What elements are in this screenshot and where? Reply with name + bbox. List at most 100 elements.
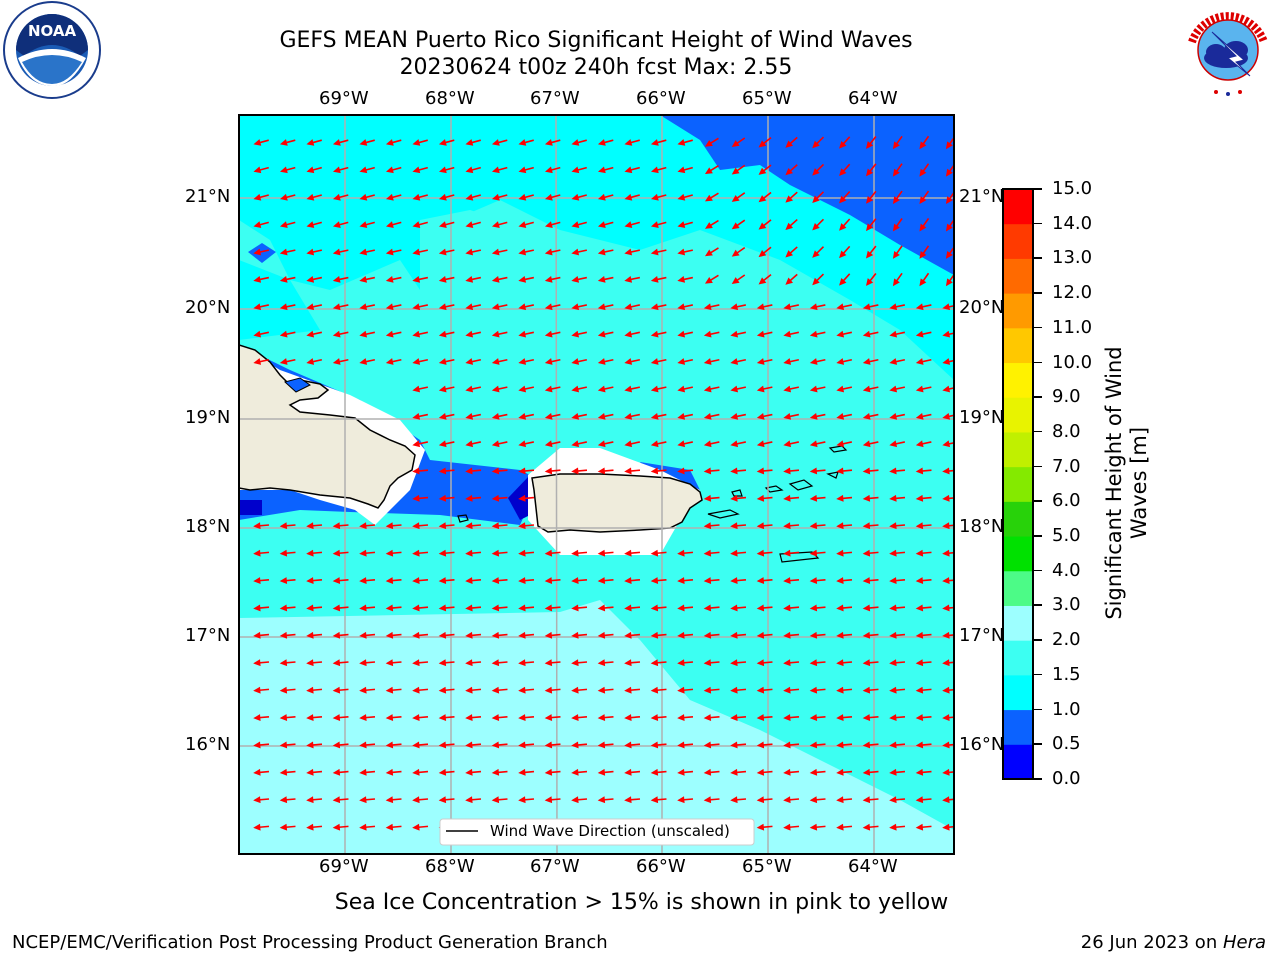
wind-arrow-head	[438, 741, 447, 749]
lon-label-top: 68°W	[425, 88, 475, 109]
colorbar-tick	[1034, 604, 1042, 606]
colorbar-level-label: 3.0	[1052, 594, 1081, 616]
wind-arrow-head	[465, 604, 473, 612]
wind-arrow-head	[836, 358, 845, 365]
wind-arrow-head	[332, 166, 341, 174]
wind-arrow-head	[597, 796, 606, 804]
wind-arrow-head	[836, 631, 844, 639]
wind-arrow-head	[677, 741, 685, 749]
wind-arrow-head	[942, 796, 950, 804]
wind-arrow-head	[677, 796, 685, 804]
wind-arrow-head	[465, 275, 474, 283]
wind-arrow-head	[544, 631, 553, 639]
wind-arrow-head	[518, 275, 527, 283]
wind-arrow-head	[892, 141, 900, 150]
wind-arrow-head	[306, 193, 315, 201]
wind-arrow-head	[809, 549, 818, 557]
wind-arrow-head	[862, 604, 871, 612]
wind-arrow-head	[945, 251, 953, 259]
wind-arrow-head	[836, 796, 844, 804]
wind-arrow-head	[942, 494, 950, 502]
colorbar-level-label: 14.0	[1052, 212, 1093, 234]
wind-arrow-head	[758, 222, 767, 230]
wind-arrow-head	[253, 686, 261, 694]
wind-arrow-head	[465, 385, 474, 393]
wind-arrow-head	[385, 796, 394, 804]
wind-arrow-head	[915, 440, 924, 448]
wind-arrow-head	[518, 522, 526, 530]
wind-arrow-head	[730, 385, 739, 393]
wind-arrow-head	[624, 577, 632, 584]
wind-arrow-head	[915, 385, 924, 393]
wind-arrow-head	[518, 166, 527, 174]
wind-arrow-head	[704, 194, 713, 202]
wind-arrow-head	[650, 714, 659, 721]
wind-arrow-head	[385, 604, 394, 612]
wind-arrow-head	[518, 659, 526, 667]
wind-arrow-head	[836, 440, 845, 448]
wind-arrow-head	[438, 248, 447, 256]
wind-arrow-head	[465, 796, 473, 804]
wind-arrow-head	[758, 140, 767, 148]
wind-arrow-head	[624, 358, 633, 365]
wind-arrow-head	[730, 604, 738, 612]
wind-arrow-head	[491, 659, 500, 667]
wind-arrow-head	[571, 440, 580, 448]
wind-arrow-head	[359, 221, 368, 228]
wind-arrow-head	[571, 275, 580, 283]
wind-arrow-head	[279, 714, 288, 721]
wind-arrow-head	[650, 741, 659, 749]
wind-arrow-head	[650, 631, 659, 639]
colorbar-tick	[1034, 673, 1042, 676]
wind-arrow-head	[783, 659, 791, 667]
wind-arrow-head	[731, 277, 740, 285]
lon-label-bottom: 68°W	[425, 856, 475, 877]
wind-arrow-head	[650, 221, 659, 228]
map-subtitle: 20230624 t00z 240h fcst Max: 2.55	[399, 55, 793, 80]
wind-arrow-head	[915, 768, 924, 776]
wind-arrow-head	[438, 631, 447, 639]
wind-arrow-head	[783, 330, 792, 338]
wind-arrow-head	[942, 440, 951, 448]
wind-arrow-head	[889, 549, 897, 557]
wind-arrow-head	[783, 741, 791, 749]
wind-arrow-head	[703, 412, 712, 420]
lon-label-top: 64°W	[848, 88, 898, 109]
wind-arrow-head	[544, 139, 553, 146]
colorbar-tick	[1034, 257, 1042, 259]
footer-host: Hera	[1222, 932, 1266, 953]
wind-arrow-head	[915, 796, 924, 804]
wind-arrow-head	[892, 278, 900, 287]
wind-arrow-head	[624, 686, 632, 694]
wind-arrow-head	[279, 275, 288, 283]
wind-arrow-head	[862, 768, 871, 776]
wind-arrow-head	[942, 467, 950, 475]
wind-arrow-head	[624, 330, 633, 338]
wind-arrow-head	[571, 166, 580, 174]
wind-arrow-head	[597, 440, 606, 448]
wind-arrow-head	[756, 631, 765, 639]
wind-arrow-head	[597, 221, 606, 228]
wind-arrow-head	[385, 166, 394, 174]
wind-arrow-head	[412, 221, 421, 228]
wind-arrow-head	[862, 659, 871, 667]
wind-arrow-head	[809, 412, 818, 420]
wind-arrow-head	[785, 222, 794, 231]
wind-arrow-head	[889, 522, 897, 530]
wind-arrow-head	[758, 249, 767, 258]
wind-arrow-head	[839, 195, 847, 204]
colorbar-tick	[1034, 569, 1042, 572]
wind-arrow-head	[730, 796, 738, 804]
wind-arrow-head	[412, 467, 420, 475]
wind-arrow-head	[812, 140, 820, 149]
wind-arrow-head	[385, 714, 394, 721]
wind-arrow-head	[624, 741, 632, 749]
wind-arrow-head	[915, 577, 924, 584]
wind-arrow-head	[465, 741, 473, 749]
wind-arrow-head	[491, 686, 500, 694]
colorbar-tick	[1034, 292, 1042, 294]
wind-arrow-head	[412, 303, 421, 311]
wind-arrow-head	[809, 577, 818, 584]
wind-arrow-head	[624, 440, 633, 448]
wind-arrow-head	[889, 768, 897, 776]
